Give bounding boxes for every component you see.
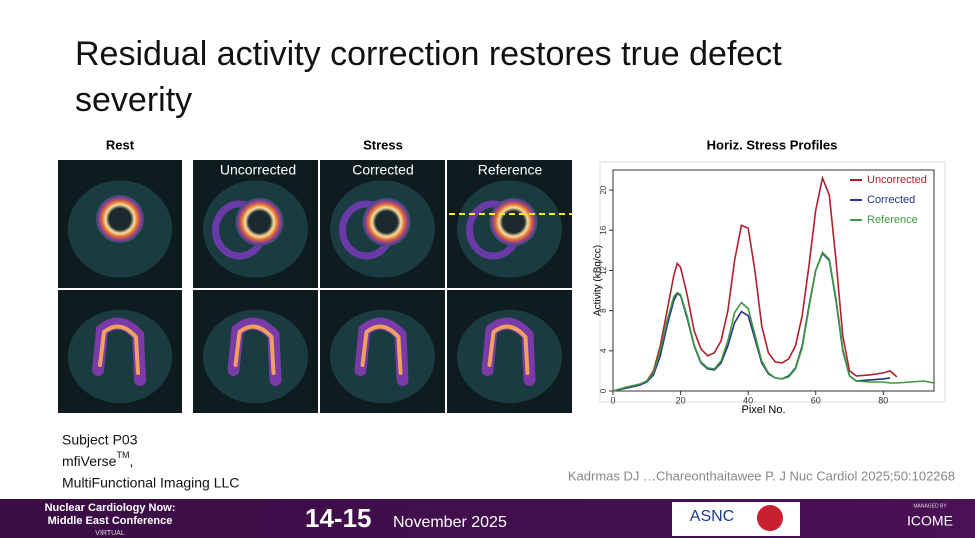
conference: Middle East Conference bbox=[48, 515, 173, 527]
x-tick-label: 20 bbox=[676, 395, 686, 405]
manager: ICOME bbox=[907, 513, 953, 529]
x-tick-label: 60 bbox=[811, 395, 821, 405]
scan-ring bbox=[96, 195, 144, 243]
column-label: Reference bbox=[478, 162, 543, 178]
scan-ring bbox=[362, 198, 411, 246]
legend-label: Corrected bbox=[867, 194, 915, 206]
logo-emblem bbox=[757, 505, 783, 531]
trademark: TM bbox=[116, 450, 129, 460]
scan-arch-core bbox=[487, 324, 530, 375]
y-axis-label: Activity (kBq/cc) bbox=[593, 245, 604, 316]
scan-background bbox=[457, 309, 562, 404]
y-tick-label: 16 bbox=[599, 225, 608, 234]
conference: Nuclear Cardiology Now: bbox=[45, 502, 176, 514]
scan-arch bbox=[481, 317, 536, 386]
y-tick-label: 0 bbox=[599, 388, 608, 393]
scan-arch-core bbox=[233, 324, 276, 375]
x-tick-label: 0 bbox=[610, 395, 615, 405]
product-name: mfiVerse bbox=[62, 453, 117, 469]
month: November 2025 bbox=[393, 514, 507, 531]
y-tick-label: 8 bbox=[599, 308, 608, 313]
column-label: Corrected bbox=[352, 162, 413, 178]
scan-ring bbox=[489, 198, 538, 246]
series-line bbox=[612, 175, 898, 392]
plot-area bbox=[612, 169, 935, 392]
image-panels bbox=[58, 160, 572, 413]
column-label: Uncorrected bbox=[220, 162, 296, 178]
subject: Subject P03 bbox=[62, 432, 138, 448]
scan-arch bbox=[92, 317, 146, 386]
x-axis-label: Pixel No. bbox=[741, 404, 785, 416]
panel-header: Stress bbox=[363, 137, 403, 152]
slide-title: severity bbox=[75, 81, 192, 119]
dates: 14-15 bbox=[305, 503, 372, 533]
scan-arch bbox=[354, 317, 409, 386]
company: MultiFunctional Imaging LLC bbox=[62, 475, 239, 491]
footer-bar bbox=[0, 499, 975, 538]
scan-arch-core bbox=[360, 324, 403, 375]
logo: ASNC bbox=[690, 508, 734, 525]
citation: Kadrmas DJ …Chareonthaitawee P. J Nuc Ca… bbox=[568, 468, 955, 483]
y-tick-label: 20 bbox=[599, 185, 608, 194]
x-tick-label: 80 bbox=[878, 395, 888, 405]
y-tick-label: 4 bbox=[599, 348, 608, 353]
legend-label: Reference bbox=[867, 214, 918, 226]
scan-background bbox=[330, 309, 435, 404]
chart-title: Horiz. Stress Profiles bbox=[707, 137, 838, 152]
comma: , bbox=[129, 453, 133, 469]
product: mfiVerseTM, bbox=[62, 450, 133, 468]
chart: 0 4 8 12 16 20 0 20 40 60 80 Pixel No. Activity (kBq… bbox=[593, 169, 935, 416]
slide-title: Residual activity correction restores tr… bbox=[75, 35, 782, 73]
series-line bbox=[612, 250, 935, 392]
scan-arch bbox=[227, 317, 282, 386]
x-tick-label: 40 bbox=[743, 395, 753, 405]
panel-header: Rest bbox=[106, 137, 135, 152]
scan-background bbox=[203, 309, 308, 404]
scan-arch-core bbox=[98, 324, 140, 375]
conference-mode: VIRTUAL bbox=[95, 530, 125, 537]
scan-ring bbox=[235, 198, 284, 246]
legend-label: Uncorrected bbox=[867, 174, 927, 186]
scan-background bbox=[67, 309, 173, 404]
managed-by: MANAGED BY bbox=[913, 503, 947, 509]
y-tick-label: 12 bbox=[599, 265, 608, 274]
